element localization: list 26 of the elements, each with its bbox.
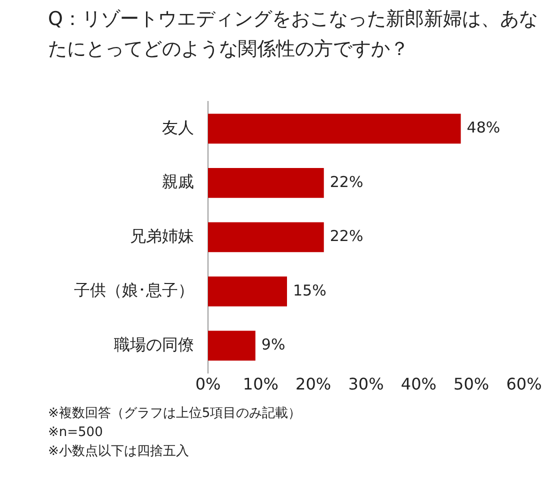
y-tick-label: 職場の同僚 (114, 334, 194, 354)
x-tick-label: 40% (400, 374, 436, 394)
data-label: 48% (466, 118, 500, 137)
data-label: 22% (330, 172, 364, 191)
x-tick-label: 60% (506, 374, 542, 394)
y-tick-label: 友人 (162, 118, 194, 137)
bar (208, 222, 324, 252)
x-tick-label: 10% (242, 374, 278, 394)
bar (208, 276, 287, 306)
chart-title: Q：リゾートウエディングをおこなった新郎新婦は、あなたにとってどのような関係性の方ですか？ (48, 7, 539, 62)
data-label: 9% (261, 336, 286, 354)
data-label: 15% (293, 281, 326, 300)
data-label: 22% (330, 227, 364, 246)
text: ※複数回答（グラフは上位5項目のみ記載） (48, 405, 302, 423)
text: ※小数点以下は四捨五入 (48, 443, 190, 461)
x-tick-label: 0% (195, 374, 221, 394)
bar (208, 168, 324, 198)
x-tick-label: 20% (296, 374, 332, 394)
bar (208, 114, 461, 144)
bar (208, 330, 256, 361)
x-tick-label: 30% (348, 374, 384, 394)
y-tick-label: 兄弟姉妹 (130, 226, 194, 246)
text: ※n=500 (48, 424, 104, 442)
y-tick-label: 子供（娘･息子） (74, 280, 194, 300)
x-tick-label: 50% (454, 374, 490, 394)
y-tick-label: 親戚 (162, 172, 194, 192)
